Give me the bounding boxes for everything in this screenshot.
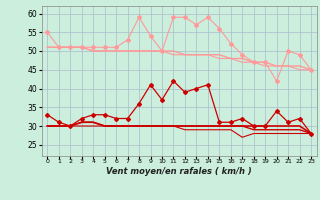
X-axis label: Vent moyen/en rafales ( km/h ): Vent moyen/en rafales ( km/h )	[106, 167, 252, 176]
